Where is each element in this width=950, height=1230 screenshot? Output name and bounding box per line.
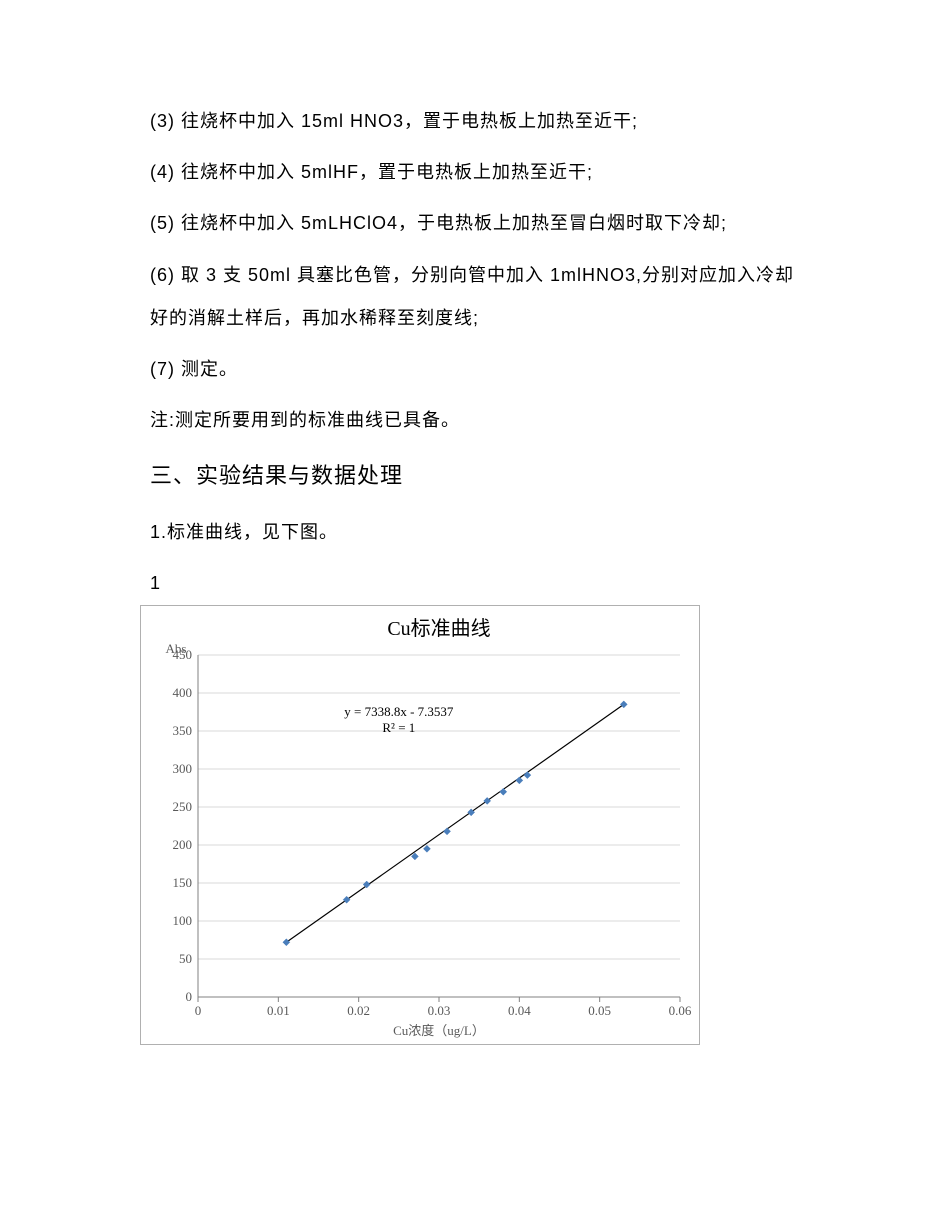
x-axis-label: Cu浓度（ug/L） [393,1023,485,1038]
y-tick-label: 100 [173,913,193,928]
y-tick-label: 300 [173,761,193,776]
data-marker [516,777,523,784]
x-tick-label: 0 [195,1003,202,1018]
y-tick-label: 200 [173,837,193,852]
y-tick-label: 50 [179,951,192,966]
chart-title: Cu标准曲线 [387,617,490,640]
data-marker [524,772,531,779]
chart-svg: Cu标准曲线050100150200250300350400450Abs00.0… [140,605,700,1045]
trend-line [286,705,623,943]
data-marker [500,789,507,796]
data-marker [423,846,430,853]
x-tick-label: 0.04 [508,1003,531,1018]
cu-standard-curve-chart: Cu标准曲线050100150200250300350400450Abs00.0… [140,605,800,1045]
x-tick-label: 0.03 [428,1003,451,1018]
y-axis-label: Abs [166,641,187,656]
x-tick-label: 0.01 [267,1003,290,1018]
y-tick-label: 400 [173,685,193,700]
x-tick-label: 0.06 [669,1003,692,1018]
y-tick-label: 350 [173,723,193,738]
paragraph-6: (6) 取 3 支 50ml 具塞比色管，分别向管中加入 1mlHNO3,分别对… [150,254,800,340]
section-heading-3: 三、实验结果与数据处理 [150,450,800,503]
subsection-1: 1.标准曲线，见下图。 [150,511,800,554]
equation-line-1: y = 7338.8x - 7.3537 [344,704,454,719]
note-line: 注:测定所要用到的标准曲线已具备。 [150,399,800,442]
figure-number: 1 [150,562,800,605]
paragraph-5: (5) 往烧杯中加入 5mLHClO4，于电热板上加热至冒白烟时取下冷却; [150,202,800,245]
paragraph-4: (4) 往烧杯中加入 5mlHF，置于电热板上加热至近干; [150,151,800,194]
document-page: (3) 往烧杯中加入 15ml HNO3，置于电热板上加热至近干; (4) 往烧… [0,0,950,1105]
x-tick-label: 0.02 [347,1003,370,1018]
y-tick-label: 250 [173,799,193,814]
y-tick-label: 150 [173,875,193,890]
y-tick-label: 0 [186,989,193,1004]
data-marker [444,828,451,835]
equation-line-2: R² = 1 [382,720,415,735]
x-tick-label: 0.05 [588,1003,611,1018]
paragraph-3: (3) 往烧杯中加入 15ml HNO3，置于电热板上加热至近干; [150,100,800,143]
paragraph-7: (7) 测定。 [150,348,800,391]
